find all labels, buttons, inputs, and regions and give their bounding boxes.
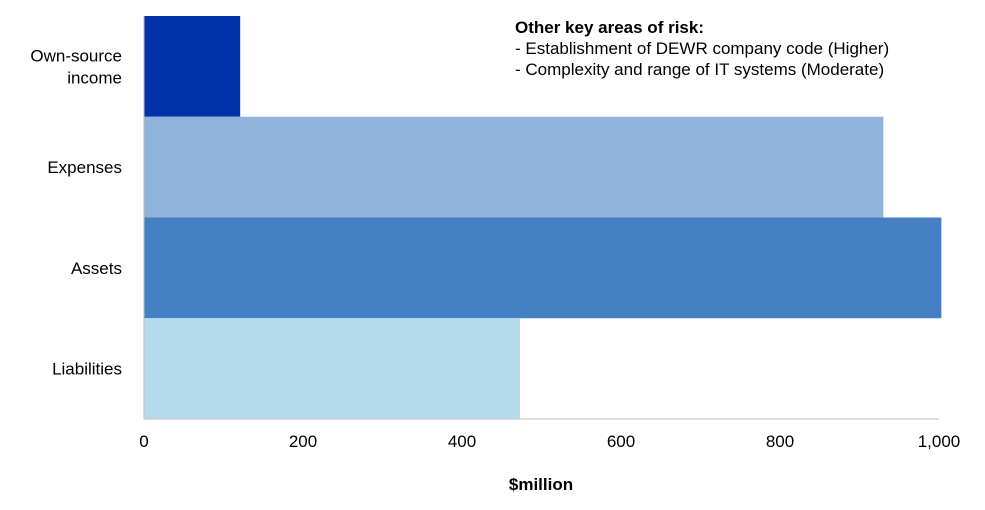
- category-label: Assets: [71, 259, 122, 278]
- category-label: Liabilities: [52, 360, 122, 379]
- category-label: Expenses: [47, 158, 122, 177]
- x-tick-label: 600: [607, 432, 635, 451]
- risk-annotation: Other key areas of risk: - Establishment…: [515, 17, 889, 80]
- x-axis-title: $million: [509, 475, 573, 494]
- x-tick-label: 800: [766, 432, 794, 451]
- bar-assets: [144, 217, 942, 319]
- bars-group: [144, 16, 942, 419]
- bar-expenses: [144, 116, 884, 218]
- x-tick-label: 200: [289, 432, 317, 451]
- annotation-line: - Complexity and range of IT systems (Mo…: [515, 60, 885, 79]
- x-tick-label: 0: [139, 432, 148, 451]
- category-label: Own-source income: [30, 46, 122, 87]
- bar-liabilities: [144, 318, 521, 419]
- x-tick-labels: 0 200 400 600 800 1,000: [139, 432, 960, 451]
- x-tick-label: 400: [448, 432, 476, 451]
- x-tick-label: 1,000: [918, 432, 961, 451]
- annotation-title: Other key areas of risk:: [515, 18, 704, 37]
- annotation-line: - Establishment of DEWR company code (Hi…: [515, 39, 890, 58]
- bar-own-source-income: [144, 16, 241, 117]
- category-labels: Own-source income Expenses Assets Liabilitie…: [30, 46, 122, 378]
